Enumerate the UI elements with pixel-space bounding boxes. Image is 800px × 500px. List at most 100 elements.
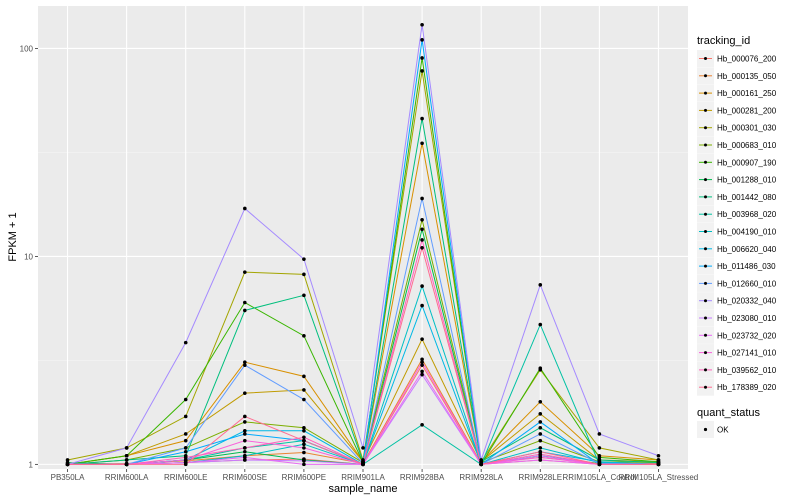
x-tick-label: RRIM600LE [164,473,208,482]
legend-label: Hb_027141_010 [717,349,777,358]
data-point [243,300,247,305]
data-point [302,397,306,402]
legend-label: Hb_001288_010 [717,176,777,185]
legend-label: Hb_000135_050 [717,72,777,81]
data-point [538,399,543,404]
legend-label: Hb_039562_010 [717,366,777,375]
legend-item: Hb_012660_010 [697,274,777,292]
shape-legend-title: quant_status [697,407,760,419]
data-point [420,196,424,201]
data-point [420,360,424,364]
data-point [302,438,306,443]
data-point [124,446,129,450]
data-point [302,446,306,450]
legend-key-point [704,333,707,337]
data-point [243,458,247,462]
data-point [183,438,188,443]
legend-key-point [704,160,707,164]
legend-label: Hb_020332_040 [717,297,777,306]
legend-key-point [704,178,707,182]
data-point [302,429,306,433]
legend-key-point [704,143,707,147]
legend-label: Hb_023080_010 [717,314,777,323]
legend-label: Hb_000161_250 [717,89,777,98]
legend-key-point [704,91,707,95]
data-point [479,458,483,462]
data-point [183,455,188,460]
data-point [420,69,424,73]
legend-item: Hb_011486_030 [697,257,776,275]
data-point [538,458,543,462]
y-tick-label: 1 [29,460,34,469]
legend-label: Hb_011486_030 [717,262,776,271]
x-axis-title: sample_name [328,483,397,495]
legend-item: Hb_000076_200 [697,50,777,67]
legend-key-point [704,195,707,199]
data-point [361,446,365,450]
legend: tracking_id Hb_000076_200Hb_000135_050Hb… [697,35,777,438]
legend-item: Hb_004190_010 [697,223,777,240]
x-tick-label: RRIM600LA [105,473,149,482]
data-point [597,432,602,436]
legend-key-point [704,316,707,320]
data-point [124,453,129,458]
series-points [65,22,661,467]
data-point [183,446,188,450]
data-point [420,116,424,121]
data-point [420,357,424,362]
legend-item: Hb_006620_040 [697,240,777,258]
data-point [302,459,306,463]
data-point [243,363,247,367]
legend-label: Hb_178389_020 [717,383,777,392]
y-tick-label: 100 [20,44,34,53]
data-point [420,363,424,367]
x-axis: PB350LA RRIM600LA RRIM600LE RRIM600SE RRIM60… [51,469,698,482]
legend-item: Hb_000301_030 [697,119,777,137]
legend-key-point [704,126,707,130]
data-point [302,272,306,277]
legend-key-point [704,351,707,355]
legend-item: Hb_000135_050 [697,67,777,85]
data-point [302,462,306,467]
y-tick-label: 10 [24,252,33,261]
data-point [479,462,483,467]
data-point [538,322,543,327]
x-tick-label: RRIM600PE [282,473,326,482]
data-point [183,414,188,419]
data-point [597,446,602,450]
data-point [243,429,247,433]
legend-label: Hb_000076_200 [717,55,777,64]
data-point [243,391,247,395]
data-point [420,141,424,146]
data-point [243,420,247,424]
data-point [302,334,306,338]
y-axis: 1 10 100 [20,44,38,469]
data-point [183,432,188,436]
legend-item: Hb_003968_020 [697,205,777,223]
y-axis-title: FPKM + 1 [7,212,19,261]
legend-item: Hb_000907_190 [697,153,777,171]
data-point [656,453,661,458]
data-point [124,462,129,467]
x-tick-label: RRIM928LE [518,473,562,482]
data-point [420,422,424,427]
data-point [302,435,306,440]
data-point [538,455,543,460]
data-point [420,372,424,377]
data-point [420,337,424,341]
x-tick-label: RRIM928LA [459,473,503,482]
data-point [420,369,424,374]
data-point [420,56,424,60]
data-point [656,462,661,467]
data-point [420,303,424,308]
data-point [538,420,543,424]
legend-key-point [704,299,707,303]
legend-key-point [704,212,707,216]
legend-label: Hb_000301_030 [717,124,777,133]
data-point [243,270,247,274]
data-point [243,438,247,443]
legend-item: Hb_027141_010 [697,344,777,362]
data-point [243,308,247,313]
data-point [538,438,543,443]
x-tick-label: RRIM105LA_Control [562,473,636,482]
